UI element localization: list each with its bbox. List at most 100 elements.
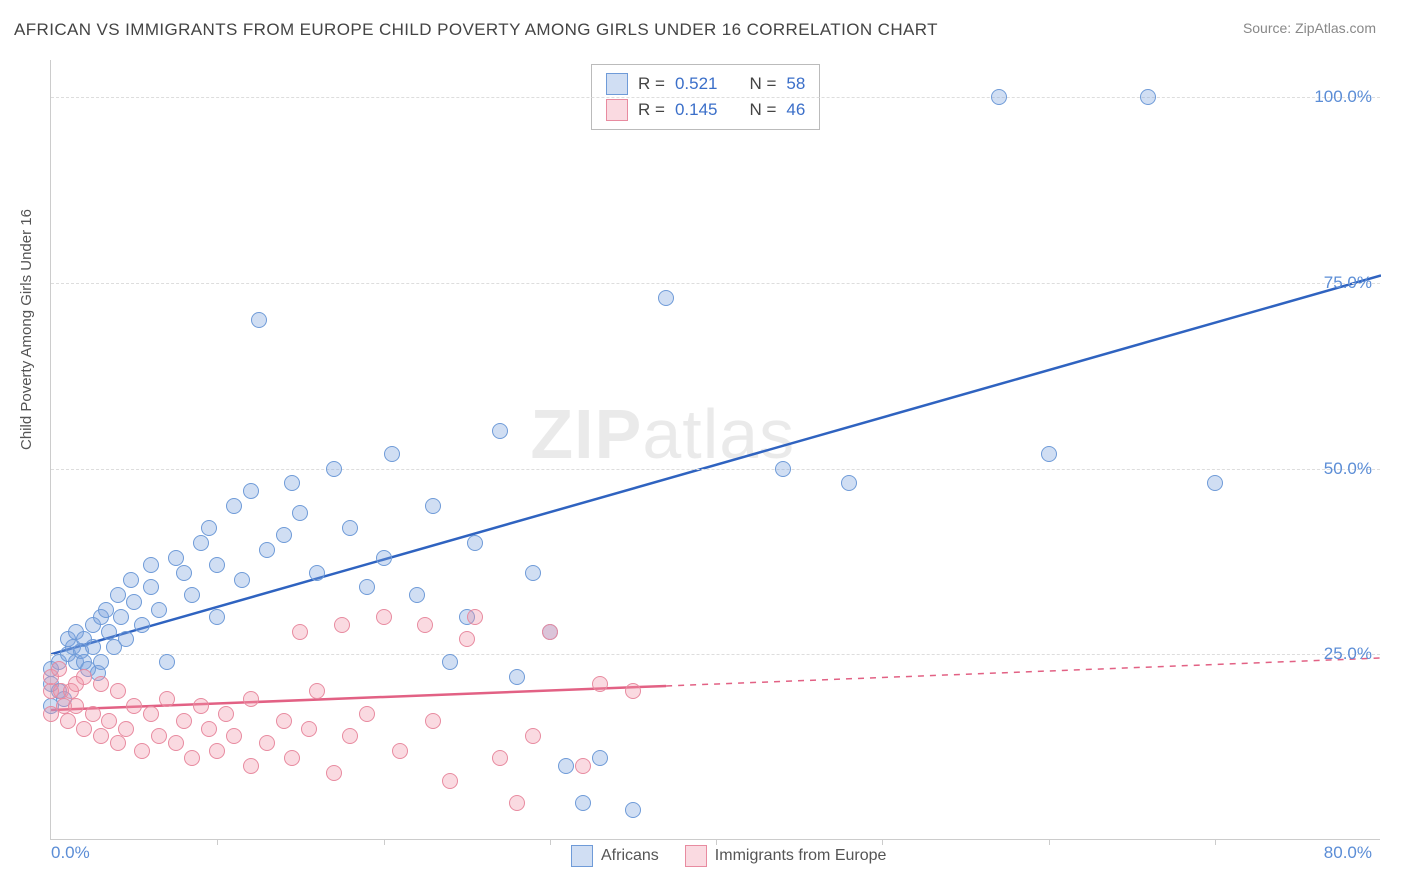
data-point [276, 527, 292, 543]
series-legend-item: Immigrants from Europe [685, 845, 887, 867]
data-point [226, 728, 242, 744]
y-tick-label: 50.0% [1324, 459, 1372, 479]
watermark: ZIPatlas [530, 394, 795, 474]
data-point [201, 721, 217, 737]
data-point [93, 676, 109, 692]
data-point [168, 550, 184, 566]
data-point [176, 713, 192, 729]
data-point [376, 550, 392, 566]
source-label: Source: ZipAtlas.com [1243, 20, 1376, 36]
legend-swatch [571, 845, 593, 867]
data-point [85, 639, 101, 655]
data-point [359, 579, 375, 595]
x-tick-mark [882, 839, 883, 845]
data-point [326, 461, 342, 477]
data-point [425, 498, 441, 514]
data-point [525, 728, 541, 744]
y-tick-label: 100.0% [1314, 87, 1372, 107]
data-point [509, 795, 525, 811]
data-point [301, 721, 317, 737]
gridline [51, 97, 1380, 98]
data-point [93, 654, 109, 670]
data-point [110, 735, 126, 751]
data-point [259, 735, 275, 751]
data-point [467, 535, 483, 551]
data-point [542, 624, 558, 640]
data-point [126, 594, 142, 610]
y-tick-label: 25.0% [1324, 644, 1372, 664]
data-point [442, 654, 458, 670]
series-legend: Africans Immigrants from Europe [571, 845, 886, 867]
data-point [98, 602, 114, 618]
legend-n-label: N = [749, 100, 776, 120]
data-point [76, 721, 92, 737]
data-point [151, 728, 167, 744]
legend-r-value: 0.145 [675, 100, 718, 120]
data-point [85, 706, 101, 722]
data-point [492, 750, 508, 766]
data-point [76, 669, 92, 685]
data-point [1207, 475, 1223, 491]
legend-r-label: R = [638, 74, 665, 94]
data-point [625, 683, 641, 699]
series-label: Immigrants from Europe [715, 847, 887, 865]
gridline [51, 283, 1380, 284]
data-point [101, 624, 117, 640]
data-point [334, 617, 350, 633]
data-point [991, 89, 1007, 105]
data-point [218, 706, 234, 722]
trend-lines-layer [51, 60, 1381, 840]
chart-title: AFRICAN VS IMMIGRANTS FROM EUROPE CHILD … [14, 20, 938, 40]
data-point [134, 617, 150, 633]
data-point [193, 535, 209, 551]
data-point [123, 572, 139, 588]
watermark-atlas: atlas [642, 395, 795, 473]
data-point [259, 542, 275, 558]
data-point [309, 683, 325, 699]
data-point [209, 609, 225, 625]
data-point [126, 698, 142, 714]
gridline [51, 469, 1380, 470]
data-point [110, 587, 126, 603]
data-point [60, 713, 76, 729]
data-point [110, 683, 126, 699]
data-point [226, 498, 242, 514]
data-point [243, 691, 259, 707]
data-point [1140, 89, 1156, 105]
data-point [625, 802, 641, 818]
data-point [118, 631, 134, 647]
data-point [93, 728, 109, 744]
data-point [101, 713, 117, 729]
data-point [309, 565, 325, 581]
series-label: Africans [601, 847, 659, 865]
x-tick-mark [716, 839, 717, 845]
data-point [284, 475, 300, 491]
data-point [292, 624, 308, 640]
legend-swatch [606, 99, 628, 121]
y-axis-label: Child Poverty Among Girls Under 16 [18, 209, 35, 450]
data-point [184, 587, 200, 603]
data-point [243, 483, 259, 499]
data-point [575, 758, 591, 774]
watermark-zip: ZIP [530, 395, 642, 473]
gridline [51, 654, 1380, 655]
x-tick-mark [1215, 839, 1216, 845]
data-point [209, 557, 225, 573]
data-point [276, 713, 292, 729]
data-point [326, 765, 342, 781]
data-point [1041, 446, 1057, 462]
data-point [492, 423, 508, 439]
data-point [409, 587, 425, 603]
data-point [342, 728, 358, 744]
data-point [384, 446, 400, 462]
x-axis-min-label: 0.0% [51, 843, 90, 863]
data-point [575, 795, 591, 811]
data-point [841, 475, 857, 491]
data-point [143, 557, 159, 573]
data-point [442, 773, 458, 789]
x-tick-mark [384, 839, 385, 845]
legend-swatch [606, 73, 628, 95]
legend-n-label: N = [749, 74, 776, 94]
data-point [113, 609, 129, 625]
data-point [143, 706, 159, 722]
